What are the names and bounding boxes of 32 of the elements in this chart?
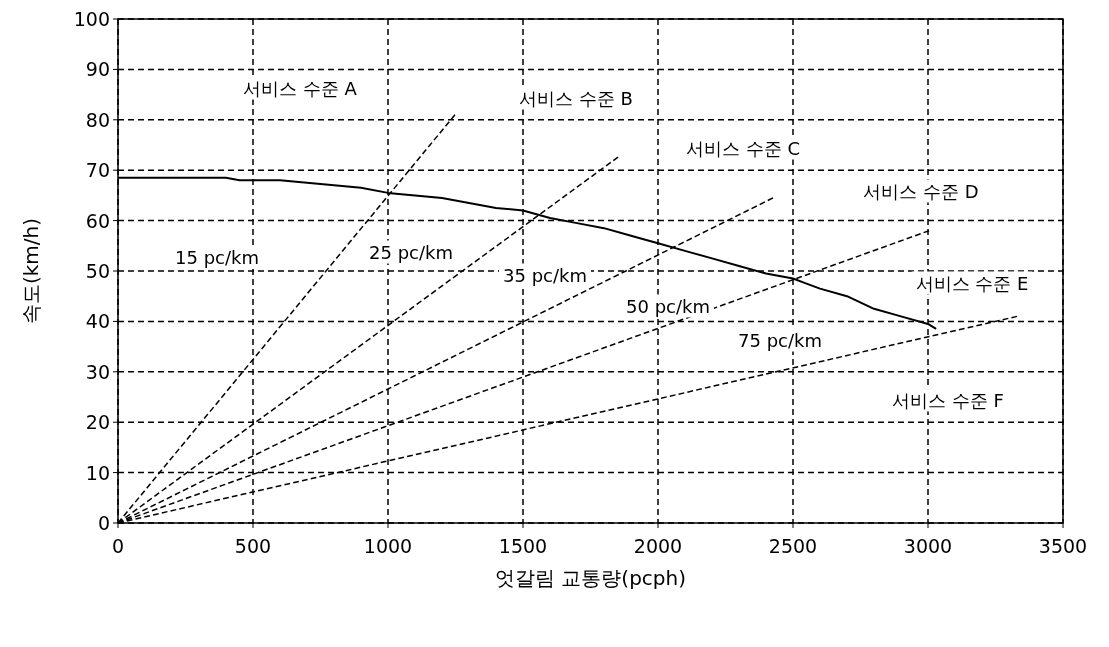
annotation: 50 pc/km bbox=[626, 295, 710, 317]
y-tick-label: 50 bbox=[85, 260, 110, 282]
x-tick-label: 1500 bbox=[498, 535, 548, 557]
annotation: 서비스 수준 F bbox=[892, 389, 1004, 411]
annotation: 서비스 수준 B bbox=[519, 87, 633, 109]
y-tick-label: 40 bbox=[85, 310, 110, 333]
annotation: 75 pc/km bbox=[738, 329, 822, 351]
y-tick-label: 70 bbox=[85, 159, 110, 182]
x-tick-label: 2500 bbox=[768, 535, 818, 557]
annotation: 서비스 수준 C bbox=[685, 137, 801, 159]
x-tick-label: 0 bbox=[111, 535, 125, 557]
x-axis-title: 엇갈림 교통량(pcph) bbox=[494, 566, 687, 590]
annotation: 서비스 수준 E bbox=[915, 272, 1029, 294]
y-tick-label: 100 bbox=[73, 8, 110, 30]
annotation: 25 pc/km bbox=[369, 241, 453, 263]
y-tick-label: 80 bbox=[85, 108, 110, 131]
y-tick-label: 30 bbox=[85, 360, 110, 383]
y-axis-title: 속도(km/h) bbox=[19, 217, 43, 325]
y-tick-label: 10 bbox=[85, 461, 110, 484]
x-tick-label: 1000 bbox=[363, 535, 413, 557]
x-tick-label: 2000 bbox=[633, 535, 683, 557]
annotation: 서비스 수준 D bbox=[863, 180, 979, 202]
y-tick-label: 90 bbox=[85, 58, 110, 81]
annotation: 15 pc/km bbox=[175, 246, 259, 268]
annotation: 서비스 수준 A bbox=[243, 77, 358, 99]
y-tick-label: 20 bbox=[85, 411, 110, 434]
x-tick-label: 3000 bbox=[903, 535, 953, 557]
annotation: 35 pc/km bbox=[503, 264, 587, 286]
y-tick-label: 0 bbox=[97, 512, 110, 534]
y-tick-label: 60 bbox=[85, 209, 110, 232]
x-tick-label: 3500 bbox=[1038, 535, 1088, 557]
x-tick-label: 500 bbox=[234, 535, 272, 557]
